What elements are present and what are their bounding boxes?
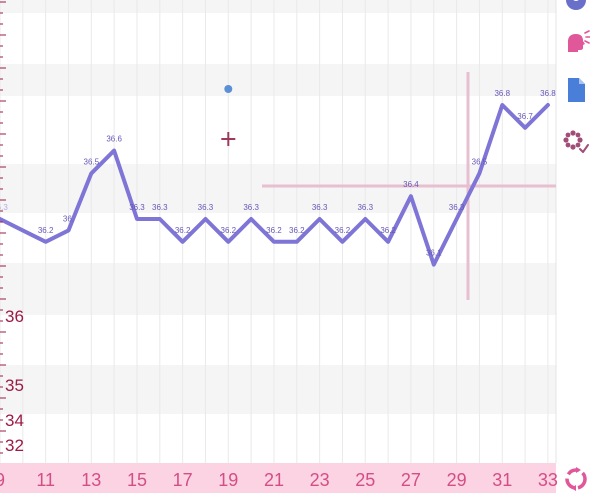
- x-tick-label: 25: [355, 470, 375, 490]
- x-tick-label: 21: [264, 470, 284, 490]
- data-label: 36.3: [243, 203, 259, 212]
- data-label: 36.3: [152, 203, 168, 212]
- y-tick-label: 32: [5, 436, 24, 455]
- x-tick-label: 19: [218, 470, 238, 490]
- x-tick-label: 31: [492, 470, 512, 490]
- sync-icon[interactable]: [562, 465, 590, 493]
- y-tick-label: 36: [5, 307, 24, 326]
- data-label: 36.2: [380, 226, 396, 235]
- x-tick-label: 23: [310, 470, 330, 490]
- marker-plus: [221, 132, 235, 146]
- data-label: 36.2: [335, 226, 351, 235]
- data-label: 36.4: [403, 180, 419, 189]
- data-label: 36.2: [38, 226, 54, 235]
- x-tick-label: 29: [447, 470, 467, 490]
- y-tick-label: 35: [5, 376, 24, 395]
- data-label: 36.2: [266, 226, 282, 235]
- data-label: 36.8: [494, 89, 510, 98]
- data-label: 36.5: [84, 157, 100, 166]
- x-tick-label: 13: [81, 470, 101, 490]
- data-label: 36.2: [289, 226, 305, 235]
- x-tick-label: 11: [36, 470, 55, 490]
- data-label: 36.8: [540, 89, 556, 98]
- data-label: 36.7: [517, 112, 533, 121]
- data-label: 36.3: [312, 203, 328, 212]
- profile-circle-icon[interactable]: [562, 0, 590, 14]
- x-tick-label: 17: [173, 470, 193, 490]
- data-label: 36.3: [198, 203, 214, 212]
- data-label: 36.3: [357, 203, 373, 212]
- data-label: 36.2: [221, 226, 237, 235]
- x-tick-label: 27: [401, 470, 421, 490]
- speaking-head-icon[interactable]: [562, 28, 590, 56]
- document-icon[interactable]: [562, 76, 590, 104]
- data-label: 36.1: [426, 249, 442, 258]
- data-label: 36.3: [449, 203, 465, 212]
- data-label: 36.3: [129, 203, 145, 212]
- data-label: 36.5: [472, 157, 488, 166]
- data-label: 36.: [63, 214, 74, 223]
- x-tick-label: 15: [127, 470, 147, 490]
- x-tick-label: 9: [0, 470, 5, 490]
- data-label: 36.2: [175, 226, 191, 235]
- data-label: 36.6: [106, 135, 122, 144]
- x-tick-label: 33: [538, 470, 558, 490]
- marker-dot: [224, 85, 232, 93]
- flower-check-icon[interactable]: [562, 128, 590, 156]
- y-tick-label: 34: [5, 411, 24, 430]
